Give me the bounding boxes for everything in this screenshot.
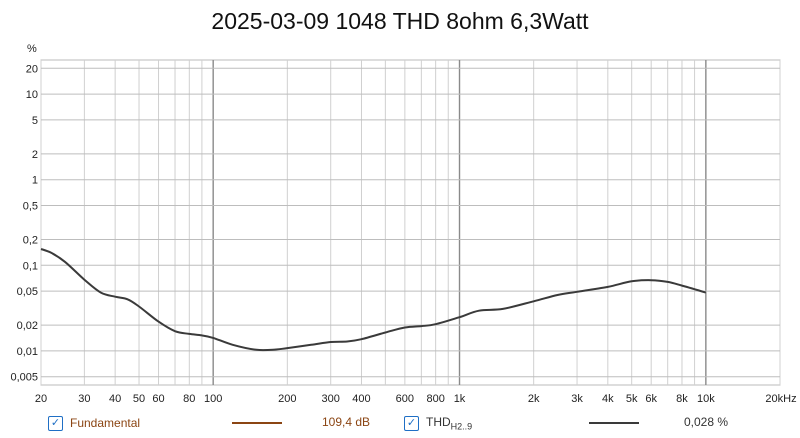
thd-label: THDH2..9 <box>426 415 472 431</box>
x-tick-label: 8k <box>676 393 688 405</box>
legend-thd[interactable]: ✓ THDH2..9 <box>404 414 472 432</box>
x-tick-label: 20 <box>35 393 47 405</box>
x-tick-label: 30 <box>78 393 90 405</box>
fundamental-label: Fundamental <box>70 416 141 430</box>
thd-checkbox[interactable]: ✓ <box>404 415 419 431</box>
y-tick-label: 0,5 <box>23 200 38 212</box>
x-tick-label: 600 <box>396 393 414 405</box>
y-axis-unit-label: % <box>27 43 37 55</box>
x-tick-label: 800 <box>426 393 444 405</box>
x-tick-label: 300 <box>322 393 340 405</box>
x-tick-label: 200 <box>278 393 296 405</box>
x-tick-label: 2k <box>528 393 540 405</box>
x-tick-label: 3k <box>571 393 583 405</box>
x-tick-label: 100 <box>204 393 222 405</box>
y-tick-label: 0,02 <box>17 320 38 332</box>
y-tick-label: 0,1 <box>23 260 38 272</box>
y-tick-label: 5 <box>32 115 38 127</box>
fundamental-value: 109,4 dB <box>322 415 371 429</box>
x-tick-label: 400 <box>352 393 370 405</box>
thd-swatch <box>589 422 639 424</box>
thd-label-main: THD <box>426 414 451 429</box>
y-tick-label: 10 <box>26 89 38 101</box>
chart-title: 2025-03-09 1048 THD 8ohm 6,3Watt <box>211 8 589 34</box>
thd-value: 0,028 % <box>684 415 729 429</box>
y-tick-label: 2 <box>32 149 38 161</box>
y-tick-label: 20 <box>26 63 38 75</box>
x-tick-label: 4k <box>602 393 614 405</box>
x-tick-label: 50 <box>133 393 145 405</box>
grid <box>40 59 781 386</box>
thd-plot: 20 30 40 50 60 80 100 200 300 400 600 800 1k 2k 3k 4k 5k… <box>10 43 796 405</box>
plot-frame <box>40 59 781 386</box>
x-tick-label: 6k <box>645 393 657 405</box>
tick-labels: 20 30 40 50 60 80 100 200 300 400 600 800 1k 2k 3k 4k 5k… <box>10 63 796 405</box>
y-tick-label: 0,005 <box>10 372 38 384</box>
y-tick-label: 0,2 <box>23 235 38 247</box>
x-tick-label: 60 <box>152 393 164 405</box>
x-tick-label: 80 <box>183 393 195 405</box>
thd-label-sub: H2..9 <box>450 421 473 432</box>
thd-series-line <box>40 248 707 352</box>
x-tick-label: 1k <box>454 393 466 405</box>
fundamental-checkbox[interactable]: ✓ <box>48 415 63 431</box>
x-tick-label: 5k <box>626 393 638 405</box>
y-tick-label: 0,01 <box>17 346 38 358</box>
y-tick-label: 1 <box>32 175 38 187</box>
x-tick-label: 20kHz <box>765 393 796 405</box>
x-tick-label: 10k <box>697 393 715 405</box>
x-tick-label: 40 <box>109 393 121 405</box>
legend-fundamental[interactable]: ✓ Fundamental <box>48 414 140 432</box>
y-tick-label: 0,05 <box>17 286 38 298</box>
fundamental-swatch <box>232 422 282 424</box>
